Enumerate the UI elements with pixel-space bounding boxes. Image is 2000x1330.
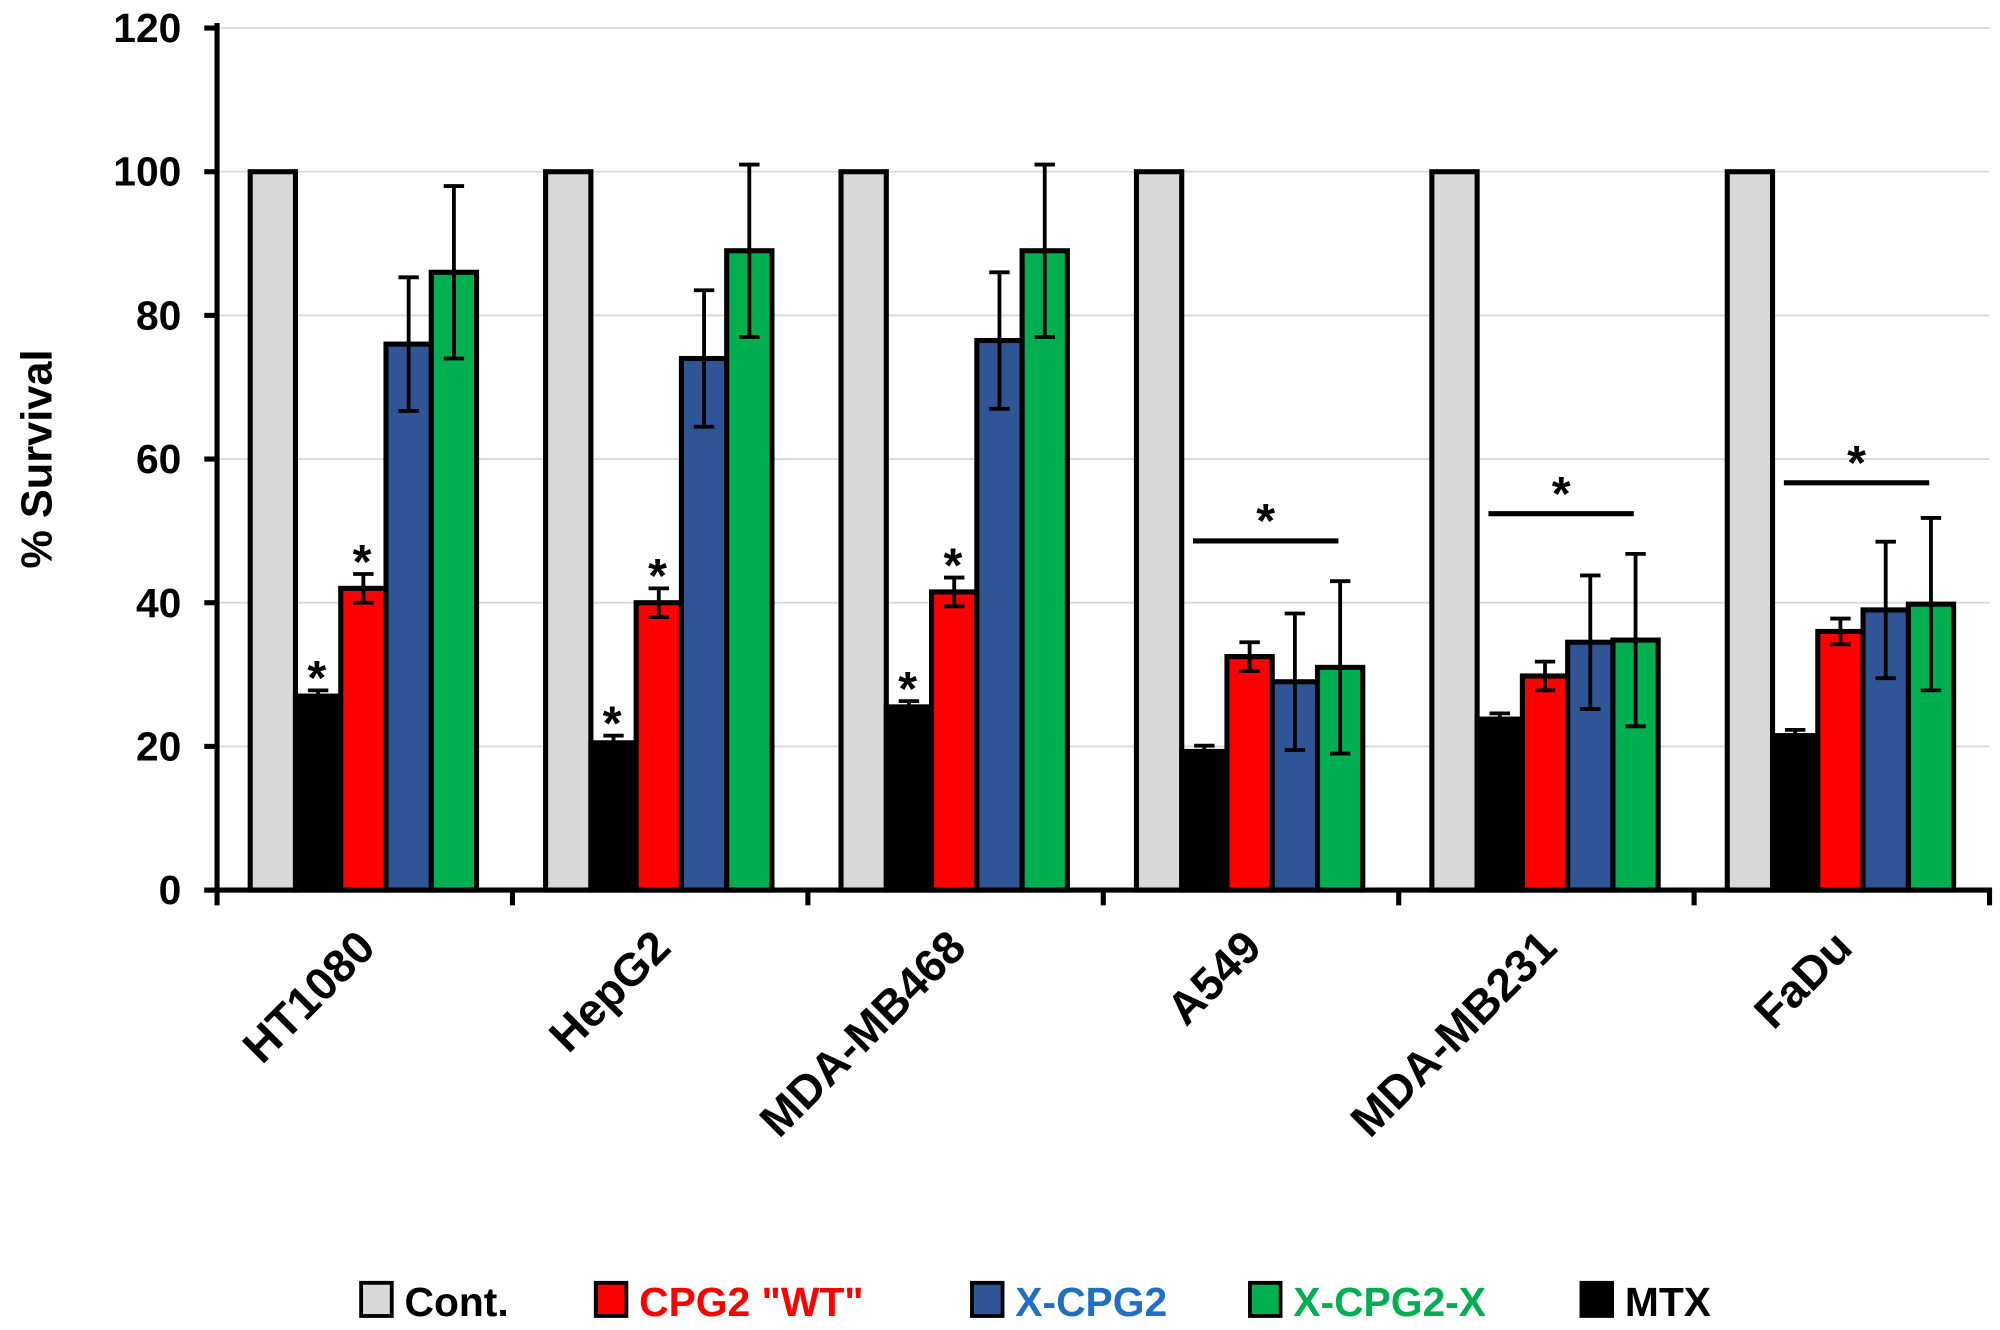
bar-x-cpg2 <box>383 341 434 893</box>
x-tick-label: MDA-MB468 <box>749 920 975 1146</box>
significance-star: * <box>943 538 962 592</box>
y-tick-label: 80 <box>136 292 181 338</box>
bar-x-cpg2-x <box>1019 248 1070 893</box>
legend-swatch <box>359 1280 394 1318</box>
legend-swatch <box>1248 1280 1283 1318</box>
bar-cont- <box>247 169 299 893</box>
bar-mtx <box>588 740 639 893</box>
y-tick-label: 20 <box>136 723 181 769</box>
y-tick-label: 120 <box>113 5 181 51</box>
bar-cpg2-wt- <box>1519 673 1571 893</box>
bar-cpg2-wt- <box>929 589 980 893</box>
y-tick-label: 40 <box>136 580 181 626</box>
x-tick-label: HepG2 <box>539 920 680 1061</box>
significance-star: * <box>603 696 622 750</box>
bar-cont- <box>838 169 889 893</box>
legend-swatch <box>970 1280 1005 1318</box>
bar-cont- <box>543 169 594 893</box>
legend-label: CPG2 "WT" <box>639 1279 864 1325</box>
x-tick-label: A549 <box>1156 920 1270 1034</box>
bar-mtx <box>1769 733 1821 893</box>
bar-cpg2-wt- <box>633 600 684 893</box>
significance-star: * <box>353 535 372 589</box>
bar-x-cpg2-x <box>428 269 480 893</box>
significance-star: * <box>1552 467 1571 521</box>
x-tick-label: HT1080 <box>232 920 384 1072</box>
legend-swatch <box>1579 1280 1614 1318</box>
gridlines <box>217 27 1990 748</box>
y-axis-label: % Survival <box>13 349 61 568</box>
bar-mtx <box>1474 716 1525 893</box>
bar-cont- <box>1133 169 1185 893</box>
x-tick-label: FaDu <box>1744 920 1862 1038</box>
significance-star: * <box>898 662 917 716</box>
legend: Cont. CPG2 "WT" X-CPG2 X-CPG2-X MTX <box>359 1279 1711 1325</box>
bar-mtx <box>292 693 344 893</box>
legend-swatch <box>593 1280 629 1318</box>
labels: 0 20 40 60 80 100 120 % Survival * * HT1080 * * HepG2… <box>13 5 1930 1146</box>
y-tick-label: 0 <box>159 867 182 913</box>
legend-label: Cont. <box>404 1279 508 1325</box>
legend-label: X-CPG2 <box>1015 1279 1167 1325</box>
bar-cpg2-wt- <box>338 585 389 893</box>
bar-cont- <box>1724 169 1776 893</box>
axes <box>204 22 1993 906</box>
bar-mtx <box>1179 748 1230 893</box>
significance-star: * <box>1847 436 1866 490</box>
y-tick-label: 60 <box>136 436 181 482</box>
legend-label: X-CPG2-X <box>1293 1279 1486 1325</box>
bars <box>247 162 1957 893</box>
bar-mtx <box>883 704 935 893</box>
significance-star: * <box>648 549 667 603</box>
bar-cpg2-wt- <box>1224 654 1275 893</box>
bar-x-cpg2 <box>974 337 1025 893</box>
bar-cont- <box>1429 169 1480 893</box>
x-tick-label: MDA-MB231 <box>1340 920 1566 1146</box>
bar-x-cpg2-x <box>724 248 775 893</box>
significance-star: * <box>1256 494 1275 548</box>
y-tick-label: 100 <box>113 149 181 195</box>
significance-star: * <box>307 651 326 705</box>
legend-label: MTX <box>1625 1279 1711 1325</box>
bar-cpg2-wt- <box>1815 628 1866 893</box>
bar-x-cpg2 <box>678 355 730 893</box>
